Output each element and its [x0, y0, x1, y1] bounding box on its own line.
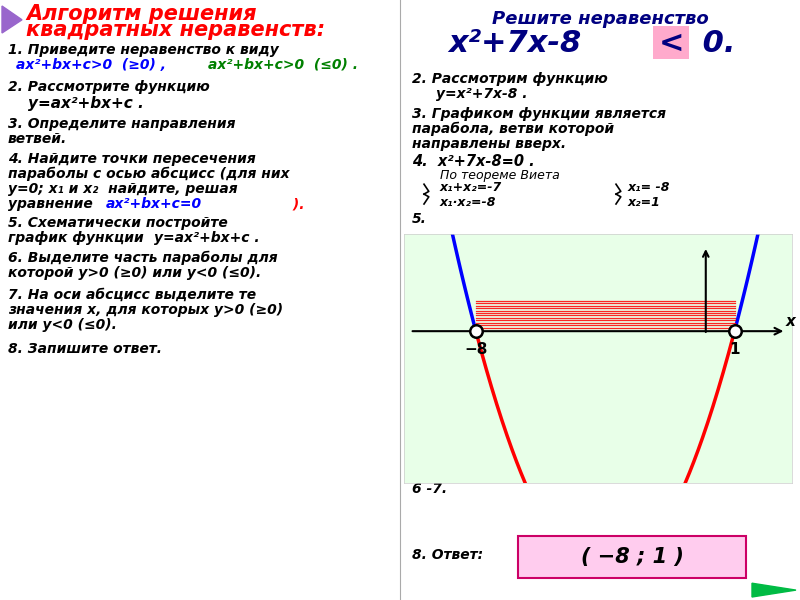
Text: y=ax²+bx+c .: y=ax²+bx+c . [154, 231, 260, 245]
Polygon shape [2, 6, 22, 33]
Text: уравнение: уравнение [8, 197, 102, 211]
Text: x₁·x₂=-8: x₁·x₂=-8 [440, 196, 497, 209]
Text: 1: 1 [730, 342, 740, 357]
Text: ).: ). [288, 197, 305, 211]
Text: ax²+bx+c>0  (≤0) .: ax²+bx+c>0 (≤0) . [208, 58, 358, 72]
Text: 5.: 5. [412, 212, 427, 226]
Text: 0.: 0. [692, 29, 735, 58]
Text: <: < [658, 29, 684, 58]
Text: 6. Выделите часть параболы для: 6. Выделите часть параболы для [8, 251, 278, 265]
Text: 3. Графиком функции является: 3. Графиком функции является [412, 107, 666, 121]
Text: 4.  x²+7x-8=0 .: 4. x²+7x-8=0 . [412, 154, 534, 169]
Text: 8. Ответ:: 8. Ответ: [412, 548, 483, 562]
Text: y=0; x₁ и x₂  найдите, решая: y=0; x₁ и x₂ найдите, решая [8, 182, 238, 196]
Text: x₁+x₂=-7: x₁+x₂=-7 [440, 181, 502, 194]
Text: парабола, ветви которой: парабола, ветви которой [412, 122, 614, 136]
Text: ax²+bx+c>0  (≥0) ,: ax²+bx+c>0 (≥0) , [16, 58, 166, 72]
Text: Алгоритм решения: Алгоритм решения [26, 4, 257, 24]
Text: 5. Схематически постройте: 5. Схематически постройте [8, 216, 228, 230]
Text: x: x [786, 314, 795, 329]
Text: направлены вверх.: направлены вверх. [412, 137, 566, 151]
Text: 2. Рассмотрим функцию: 2. Рассмотрим функцию [412, 72, 608, 86]
Text: ( −8 ; 1 ): ( −8 ; 1 ) [581, 547, 683, 567]
Text: квадратных неравенств:: квадратных неравенств: [26, 20, 325, 40]
Text: y=ax²+bx+c .: y=ax²+bx+c . [28, 95, 144, 110]
Text: 4. Найдите точки пересечения: 4. Найдите точки пересечения [8, 152, 256, 166]
Text: По теореме Виета: По теореме Виета [440, 169, 560, 182]
Text: 3. Определите направления: 3. Определите направления [8, 117, 235, 131]
Text: 8. Запишите ответ.: 8. Запишите ответ. [8, 342, 162, 356]
Text: Решите неравенство: Решите неравенство [492, 10, 708, 28]
Text: 7. На оси абсцисс выделите те: 7. На оси абсцисс выделите те [8, 288, 256, 302]
Text: y=x²+7x-8 .: y=x²+7x-8 . [436, 87, 527, 101]
Text: график функции: график функции [8, 231, 154, 245]
Text: 6 -7.: 6 -7. [412, 482, 447, 496]
FancyBboxPatch shape [654, 26, 689, 59]
Text: ветвей.: ветвей. [8, 132, 67, 146]
Text: x₂=1: x₂=1 [628, 196, 661, 209]
Text: ax²+bx+c=0: ax²+bx+c=0 [106, 197, 202, 211]
Text: параболы с осью абсцисс (для них: параболы с осью абсцисс (для них [8, 167, 290, 181]
Text: значения x, для которых y>0 (≥0): значения x, для которых y>0 (≥0) [8, 303, 283, 317]
Text: которой y>0 (≥0) или y<0 (≤0).: которой y>0 (≥0) или y<0 (≤0). [8, 266, 262, 280]
FancyBboxPatch shape [518, 536, 746, 578]
Text: x₁= -8: x₁= -8 [628, 181, 670, 194]
Text: −8: −8 [464, 342, 487, 357]
Text: 1. Приведите неравенство к виду: 1. Приведите неравенство к виду [8, 43, 278, 58]
Polygon shape [752, 583, 796, 597]
Text: 2. Рассмотрите функцию: 2. Рассмотрите функцию [8, 80, 210, 94]
Text: x²+7x-8: x²+7x-8 [448, 29, 582, 58]
Text: или y<0 (≤0).: или y<0 (≤0). [8, 318, 117, 332]
